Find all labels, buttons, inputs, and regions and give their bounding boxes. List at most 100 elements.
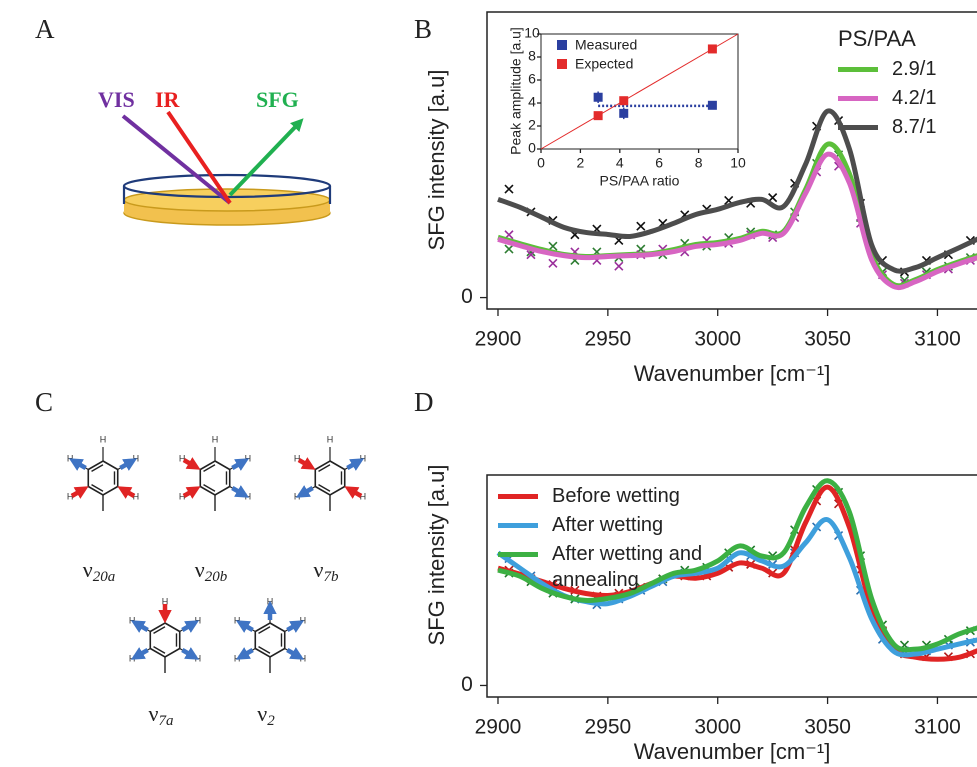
y-axis-label: SFG intensity [a.u] xyxy=(424,465,449,646)
mode-label: ν20a xyxy=(83,557,115,585)
atom-label: H xyxy=(100,434,107,444)
x-tick-label: 3000 xyxy=(694,328,741,351)
benzene-ring xyxy=(199,460,231,496)
data-point xyxy=(619,96,629,106)
mode-label: ν7a xyxy=(149,701,174,729)
double-bond xyxy=(258,626,271,634)
atom-label: H xyxy=(129,653,136,663)
displacement-arrow xyxy=(182,457,201,470)
y-axis-label: Peak amplitude [a.u] xyxy=(508,27,524,155)
legend-item: 4.2/1 xyxy=(838,85,973,111)
atom-label: H xyxy=(300,653,307,663)
mode-symbol: ν xyxy=(314,557,324,582)
displacement-arrow xyxy=(119,458,138,471)
atom-label: H xyxy=(245,491,252,501)
displacement-arrow xyxy=(181,620,200,633)
y-tick-label: 8 xyxy=(528,48,536,64)
double-bond xyxy=(91,484,104,492)
panel-label: D xyxy=(414,387,434,417)
displacement-arrow xyxy=(231,458,250,471)
atom-label: H xyxy=(195,653,202,663)
y-tick-label: 0 xyxy=(461,285,473,308)
displacement-arrow xyxy=(235,647,254,660)
double-bond xyxy=(203,464,216,472)
legend-item: Before wetting xyxy=(498,483,703,509)
data-point xyxy=(636,221,646,231)
double-bond xyxy=(153,626,166,634)
legend-swatch xyxy=(838,67,878,72)
data-point xyxy=(504,184,514,194)
legend-swatch xyxy=(838,96,878,101)
displacement-arrow xyxy=(130,647,149,660)
atom-label: H xyxy=(234,615,241,625)
y-tick-label: 0 xyxy=(528,140,536,156)
atom-label: H xyxy=(300,615,307,625)
double-bond xyxy=(258,646,271,654)
double-bond xyxy=(203,484,216,492)
panel-label: C xyxy=(35,387,53,417)
y-tick-label: 4 xyxy=(528,94,536,110)
x-tick-label: 2900 xyxy=(475,716,522,739)
x-tick-label: 2950 xyxy=(584,716,631,739)
atom-label: H xyxy=(133,491,140,501)
x-axis-label: Wavenumber [cm⁻¹] xyxy=(634,739,831,764)
x-tick-label: 0 xyxy=(537,155,545,171)
plot-frame xyxy=(486,474,977,698)
mode-subscript: 7a xyxy=(158,713,173,729)
mode-subscript: 2 xyxy=(267,713,275,729)
x-tick-label: 2 xyxy=(577,155,585,171)
legend-swatch xyxy=(557,59,567,69)
data-point xyxy=(768,193,778,203)
fit-line xyxy=(497,108,977,274)
displacement-arrow xyxy=(130,620,149,633)
legend-label: Before wetting xyxy=(552,485,680,507)
double-bond xyxy=(318,484,331,492)
atom-label: H xyxy=(179,491,186,501)
sfg-diagram: VIS IR SFG xyxy=(98,87,332,226)
trend-line xyxy=(540,33,739,150)
y-tick-label: 10 xyxy=(524,25,540,41)
atom-label: H xyxy=(162,596,169,606)
legend-label: 4.2/1 xyxy=(892,87,937,109)
displacement-arrow xyxy=(182,486,201,499)
benzene-ring xyxy=(87,460,119,496)
mode-symbol: ν xyxy=(195,557,205,582)
y-axis-label: SFG intensity [a.u] xyxy=(424,70,449,251)
displacement-arrow xyxy=(231,485,250,498)
benzene-ring xyxy=(254,622,286,658)
atom-label: H xyxy=(245,453,252,463)
atom-label: H xyxy=(133,453,140,463)
atom-label: H xyxy=(267,596,274,606)
legend-label: Measured xyxy=(575,37,637,53)
legend-label: 8.7/1 xyxy=(892,116,937,138)
data-point xyxy=(548,241,558,251)
x-tick-label: 3000 xyxy=(694,716,741,739)
legend-label: 2.9/1 xyxy=(892,58,937,80)
legend-swatch xyxy=(498,523,538,528)
mode-label: ν7b xyxy=(314,557,339,585)
displacement-arrow xyxy=(346,458,365,471)
x-tick-label: 6 xyxy=(655,155,663,171)
x-tick-label: 3100 xyxy=(914,328,961,351)
data-point xyxy=(548,258,558,268)
atom-label: H xyxy=(294,453,301,463)
mode-symbol: ν xyxy=(83,557,93,582)
beam-label: IR xyxy=(155,87,181,112)
displacement-arrow xyxy=(295,485,314,498)
legend-label: Expected xyxy=(575,56,633,72)
mode-symbol: ν xyxy=(149,701,159,726)
data-point xyxy=(619,108,629,118)
x-tick-label: 4 xyxy=(616,155,624,171)
data-point xyxy=(504,244,514,254)
displacement-arrow xyxy=(297,457,316,470)
x-tick-label: 3100 xyxy=(914,716,961,739)
x-tick-label: 8 xyxy=(695,155,703,171)
atom-label: H xyxy=(212,434,219,444)
panel-label: A xyxy=(35,14,55,44)
legend-swatch xyxy=(498,494,538,499)
legend-swatch xyxy=(838,125,878,130)
data-point xyxy=(526,250,536,260)
